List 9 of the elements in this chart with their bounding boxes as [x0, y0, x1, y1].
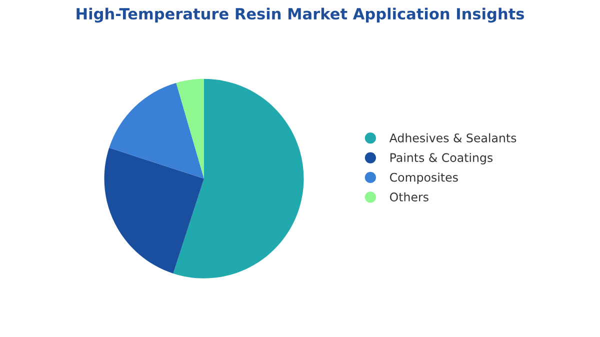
- legend-label: Adhesives & Sealants: [389, 133, 516, 142]
- legend-label: Others: [390, 192, 428, 202]
- pie-slice: [173, 78, 304, 278]
- legend-label: Paints & Coatings: [390, 152, 493, 164]
- pie-slice: [104, 148, 204, 274]
- chart-title: High-Temperature Resin Market Application Insights: [76, 8, 524, 23]
- legend-label: Composites: [390, 172, 458, 184]
- pie-slice: [109, 82, 204, 179]
- pie-slice: [176, 78, 204, 179]
